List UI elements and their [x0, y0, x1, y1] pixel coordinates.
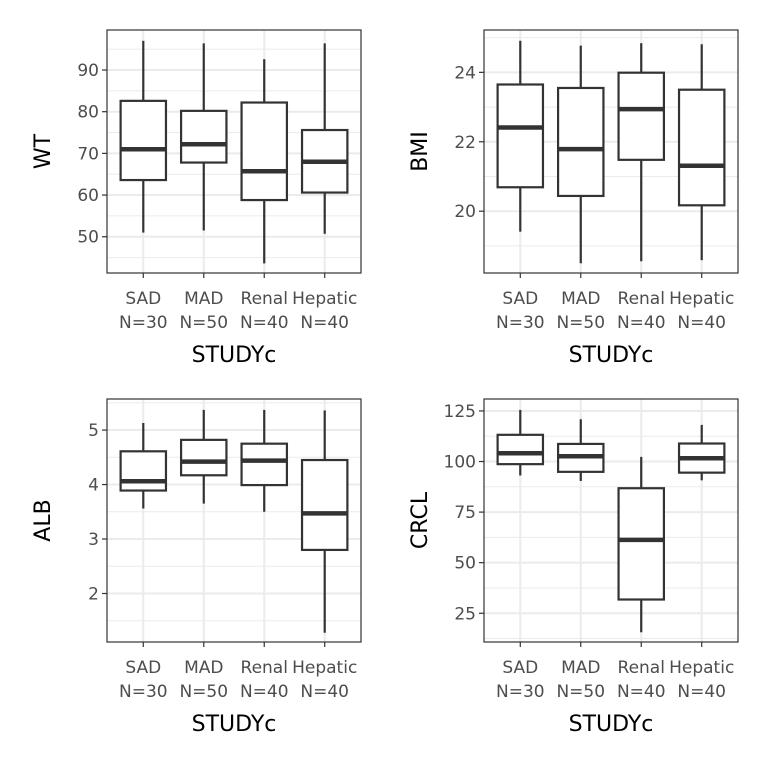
- box-iqr: [119, 450, 168, 492]
- x-axis-title: STUDYc: [192, 712, 277, 737]
- box-iqr: [496, 83, 545, 189]
- x-tick-label: Renal: [618, 289, 665, 309]
- box-sad: [119, 40, 168, 233]
- x-tick-label: N=40: [300, 682, 349, 702]
- x-tick-label: Hepatic: [292, 658, 357, 678]
- y-tick-label: 24: [454, 63, 476, 83]
- x-tick-label: Renal: [241, 289, 288, 309]
- y-tick-label: 50: [454, 554, 476, 574]
- box-iqr: [300, 458, 349, 552]
- box-iqr: [240, 101, 289, 202]
- x-axis-title: STUDYc: [569, 712, 654, 737]
- box-mad: [179, 43, 228, 231]
- x-tick-label: SAD: [502, 289, 538, 309]
- x-tick-label: N=40: [617, 313, 666, 333]
- y-axis-title: ALB: [31, 499, 56, 541]
- x-tick-label: N=40: [617, 682, 666, 702]
- box-iqr: [119, 99, 168, 182]
- box-mad: [556, 419, 605, 481]
- y-tick-label: 50: [77, 228, 99, 248]
- x-tick-label: N=40: [677, 313, 726, 333]
- panel-border: [483, 398, 739, 643]
- y-tick-label: 100: [444, 453, 476, 473]
- x-tick-label: Hepatic: [292, 289, 357, 309]
- box-iqr: [179, 438, 228, 477]
- x-tick-label: N=40: [240, 682, 289, 702]
- box-sad: [496, 40, 545, 232]
- x-tick-label: MAD: [184, 289, 223, 309]
- box-iqr: [617, 487, 666, 601]
- y-tick-label: 20: [454, 202, 476, 222]
- x-tick-label: N=50: [179, 313, 228, 333]
- x-tick-label: N=40: [300, 313, 349, 333]
- box-renal: [240, 59, 289, 264]
- x-tick-label: N=40: [240, 313, 289, 333]
- x-axis-title: STUDYc: [192, 343, 277, 368]
- x-tick-label: MAD: [184, 658, 223, 678]
- box-sad: [496, 409, 545, 476]
- box-iqr: [617, 71, 666, 161]
- x-tick-label: MAD: [561, 289, 600, 309]
- x-tick-label: Renal: [618, 658, 665, 678]
- box-iqr: [240, 442, 289, 487]
- x-tick-label: N=30: [496, 313, 545, 333]
- box-mad: [179, 409, 228, 504]
- y-tick-label: 2: [88, 585, 99, 605]
- x-tick-label: SAD: [125, 289, 161, 309]
- box-hepatic: [677, 424, 726, 481]
- panel-border: [106, 398, 362, 643]
- y-tick-label: 3: [88, 530, 99, 550]
- y-tick-label: 90: [77, 61, 99, 81]
- x-tick-label: SAD: [125, 658, 161, 678]
- y-tick-label: 22: [454, 133, 476, 153]
- y-axis-title: CRCL: [408, 491, 433, 549]
- x-tick-label: N=40: [677, 682, 726, 702]
- x-tick-label: Renal: [241, 658, 288, 678]
- panel-border: [483, 29, 739, 274]
- x-tick-label: Hepatic: [669, 289, 734, 309]
- y-axis-title: BMI: [408, 131, 433, 172]
- x-tick-label: N=50: [179, 682, 228, 702]
- box-sad: [119, 422, 168, 509]
- box-hepatic: [300, 43, 349, 234]
- y-tick-label: 4: [88, 476, 99, 496]
- x-tick-label: N=30: [119, 682, 168, 702]
- x-tick-label: MAD: [561, 658, 600, 678]
- x-tick-label: N=30: [496, 682, 545, 702]
- x-tick-label: N=30: [119, 313, 168, 333]
- panel-wt: 5060708090SADN=30MADN=50RenalN=40Hepatic…: [31, 29, 362, 368]
- y-tick-label: 70: [77, 144, 99, 164]
- panel-bmi: 202224SADN=30MADN=50RenalN=40HepaticN=40…: [408, 29, 739, 368]
- box-renal: [617, 43, 666, 262]
- x-tick-label: N=50: [556, 313, 605, 333]
- y-tick-label: 25: [454, 604, 476, 624]
- y-tick-label: 5: [88, 421, 99, 441]
- x-tick-label: N=50: [556, 682, 605, 702]
- box-mad: [556, 45, 605, 264]
- y-axis-title: WT: [31, 133, 56, 169]
- box-iqr: [677, 88, 726, 207]
- box-hepatic: [300, 410, 349, 633]
- box-iqr: [179, 109, 228, 164]
- y-tick-label: 75: [454, 503, 476, 523]
- y-tick-label: 80: [77, 103, 99, 123]
- box-iqr: [496, 433, 545, 466]
- box-renal: [617, 456, 666, 633]
- panel-alb: 2345SADN=30MADN=50RenalN=40HepaticN=40ST…: [31, 398, 362, 737]
- x-tick-label: SAD: [502, 658, 538, 678]
- panel-crcl: 255075100125SADN=30MADN=50RenalN=40Hepat…: [408, 398, 739, 737]
- panel-border: [106, 29, 362, 274]
- y-tick-label: 125: [444, 402, 476, 422]
- y-tick-label: 60: [77, 186, 99, 206]
- box-iqr: [556, 86, 605, 198]
- x-axis-title: STUDYc: [569, 343, 654, 368]
- x-tick-label: Hepatic: [669, 658, 734, 678]
- box-hepatic: [677, 44, 726, 261]
- box-renal: [240, 409, 289, 512]
